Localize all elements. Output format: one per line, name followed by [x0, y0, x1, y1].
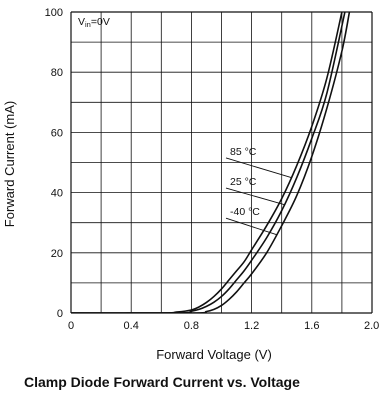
- series-label: 85 °C: [230, 146, 257, 158]
- y-tick-label: 0: [57, 308, 63, 320]
- condition-label: Vin=0V: [78, 16, 110, 29]
- y-tick-label: 80: [51, 67, 63, 79]
- leader-line: [225, 157, 292, 178]
- y-tick-label: 100: [45, 7, 63, 19]
- x-tick-label: 0.8: [184, 320, 199, 332]
- annotations: 85 °C 25 °C -40 °C: [225, 146, 292, 236]
- tick-labels: 0 0.4 0.8 1.2 1.6 2.0 0 20 40 60 80 100: [45, 7, 380, 332]
- x-tick-label: 2.0: [364, 320, 379, 332]
- x-tick-label: 1.6: [304, 320, 319, 332]
- series-line: [71, 11, 351, 313]
- x-axis-label: Forward Voltage (V): [156, 347, 272, 362]
- y-tick-label: 40: [51, 188, 63, 200]
- grid: [70, 11, 373, 314]
- x-tick-label: 0.4: [124, 320, 139, 332]
- chart-title: Clamp Diode Forward Current vs. Voltage: [24, 374, 300, 390]
- series-line: [71, 11, 343, 313]
- y-tick-label: 20: [51, 248, 63, 260]
- series-label: 25 °C: [230, 176, 257, 188]
- series-label: -40 °C: [230, 206, 260, 218]
- y-axis-label: Forward Current (mA): [2, 101, 17, 227]
- x-tick-label: 1.2: [244, 320, 259, 332]
- series-lines: [71, 11, 351, 313]
- leader-line: [225, 187, 285, 206]
- leader-line: [225, 217, 277, 236]
- series-line: [71, 11, 346, 313]
- x-tick-label: 0: [68, 320, 74, 332]
- y-tick-label: 60: [51, 127, 63, 139]
